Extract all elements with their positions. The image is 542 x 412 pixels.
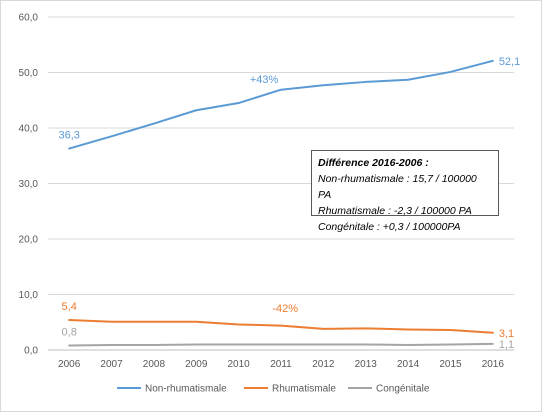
series-lines [68,59,494,347]
x-tick-label: 2012 [312,359,335,370]
series-line-2 [68,342,494,347]
x-tick-label: 2011 [270,359,292,370]
annotations: +43% -42% [250,74,298,315]
legend-entry: Rhumatismale [272,384,336,395]
y-axis-ticks: 0,0 10,0 20,0 30,0 40,0 50,0 60,0 [19,13,39,357]
legend: Non-rhumatismale Rhumatismale Congénitale [117,384,430,395]
y-tick-label: 30,0 [19,179,39,190]
data-label: 52,1 [499,56,520,68]
data-label: 0,8 [62,327,77,339]
note-title: Différence 2016-2006 : [318,157,429,169]
y-tick-label: 50,0 [19,68,39,79]
note-line-congenitale: Congénitale : +0,3 / 100000PA [318,221,461,233]
x-tick-label: 2010 [228,359,251,370]
y-tick-label: 10,0 [19,290,39,301]
difference-note-box: Différence 2016-2006 : Non-rhumatismale … [311,150,499,233]
x-tick-label: 2015 [439,359,462,370]
x-axis-ticks: 2006 2007 2008 2009 2010 2011 2012 2013 2014 2015… [58,359,504,370]
data-label: 36,3 [58,130,79,142]
y-tick-label: 20,0 [19,235,39,246]
series-line-1 [68,319,494,334]
data-label: 5,4 [62,301,77,313]
x-tick-label: 2013 [355,359,378,370]
gridlines [48,16,514,351]
legend-entry: Congénitale [376,384,430,395]
series-line-0 [68,59,494,150]
note-line-non-rhumatismale: Non-rhumatismale : 15,7 / 100000 PA [318,173,477,201]
y-tick-label: 0,0 [24,346,38,357]
x-tick-label: 2009 [185,359,208,370]
x-tick-label: 2006 [58,359,81,370]
data-labels: 36,3 52,1 5,4 3,1 0,8 1,1 [58,56,520,351]
y-tick-label: 60,0 [19,13,39,24]
annotation-label: -42% [272,303,298,315]
x-tick-label: 2008 [143,359,166,370]
x-tick-label: 2016 [482,359,505,370]
note-line-rhumatismale: Rhumatismale : -2,3 / 100000 PA [318,205,472,217]
y-tick-label: 40,0 [19,124,39,135]
x-tick-label: 2007 [100,359,123,370]
annotation-label: +43% [250,74,279,86]
legend-entry: Non-rhumatismale [145,384,227,395]
data-label: 1,1 [499,339,514,351]
data-label: 3,1 [499,328,514,340]
x-tick-label: 2014 [397,359,420,370]
